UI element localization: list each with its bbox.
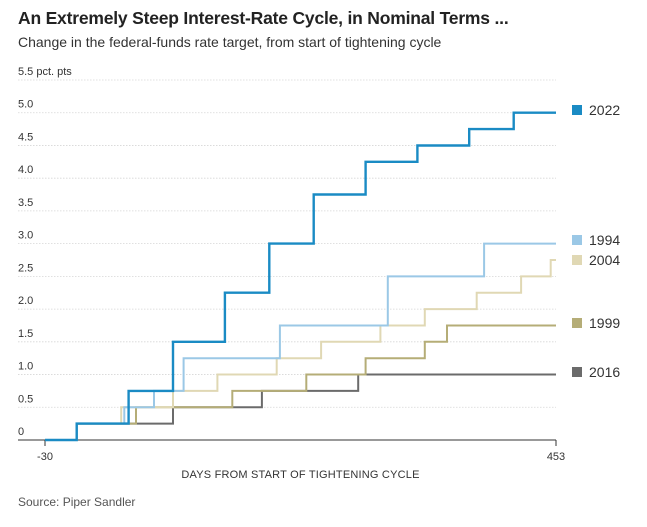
chart-subtitle: Change in the federal-funds rate target,…	[18, 34, 442, 50]
legend-label-2016: 2016	[589, 364, 620, 380]
legend-label-1999: 1999	[589, 315, 620, 331]
x-tick-label: -30	[37, 451, 53, 463]
series-line-2004	[45, 259, 556, 441]
legend: 2022 1994 2004 1999 2016	[572, 102, 620, 380]
chart-title: An Extremely Steep Interest-Rate Cycle, …	[18, 8, 509, 28]
y-tick-label: 4.0	[18, 164, 33, 176]
y-tick-label: 3.0	[18, 230, 33, 242]
y-tick-label: 3.5	[18, 197, 33, 209]
legend-swatch-2004	[572, 255, 582, 265]
y-tick-label: 5.0	[18, 99, 33, 111]
series-lines	[45, 111, 556, 442]
source-note: Source: Piper Sandler	[18, 495, 136, 509]
legend-swatch-2016	[572, 367, 582, 377]
legend-swatch-2022	[572, 105, 582, 115]
y-tick-label: 1.0	[18, 361, 33, 373]
y-tick-label: 1.5	[18, 328, 33, 340]
legend-label-2022: 2022	[589, 102, 620, 118]
x-axis-ticks: -30 453	[37, 440, 565, 463]
series-line-2022	[45, 111, 556, 442]
legend-swatch-1994	[572, 235, 582, 245]
y-tick-label: 4.5	[18, 131, 33, 143]
y-tick-label: 0	[18, 426, 24, 438]
y-tick-label: 0.5	[18, 393, 33, 405]
y-axis-ticks: 0 0.5 1.0 1.5 2.0 2.5 3.0 3.5 4.0 4.5 5.0 5.5 pct. …	[18, 66, 72, 438]
legend-label-2004: 2004	[589, 252, 620, 268]
y-tick-label: 5.5 pct. pts	[18, 66, 72, 78]
y-tick-label: 2.0	[18, 295, 33, 307]
grid-lines	[18, 79, 556, 441]
legend-swatch-1999	[572, 318, 582, 328]
y-tick-label: 2.5	[18, 262, 33, 274]
legend-label-1994: 1994	[589, 232, 620, 248]
x-axis-title: DAYS FROM START OF TIGHTENING CYCLE	[181, 469, 419, 481]
x-tick-label: 453	[547, 451, 565, 463]
